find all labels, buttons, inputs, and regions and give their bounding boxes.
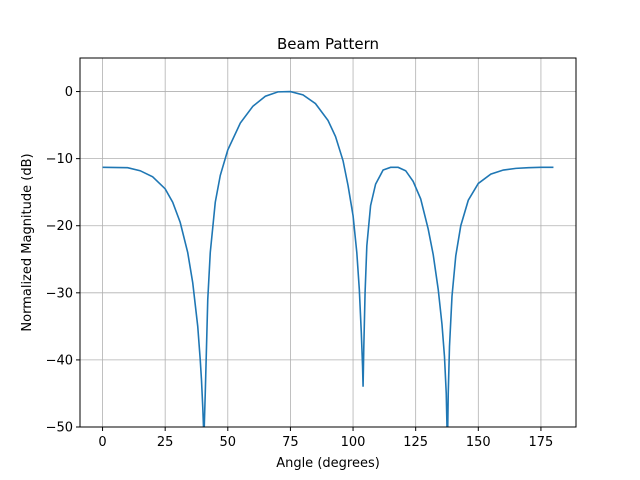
y-axis-ticks: 0 −10 −20 −30 −40 −50 <box>46 85 80 436</box>
x-tick-label: 25 <box>157 435 174 450</box>
x-tick-label: 0 <box>98 435 106 450</box>
x-axis-ticks: 0 25 50 75 100 125 150 175 <box>98 427 553 450</box>
x-tick-label: 100 <box>341 435 366 450</box>
plot-area <box>102 90 554 427</box>
y-tick-label: −50 <box>46 421 73 436</box>
y-tick-label: −40 <box>46 353 73 368</box>
y-tick-label: −30 <box>46 286 73 301</box>
axes-frame <box>79 57 577 428</box>
y-tick-label: −10 <box>46 152 73 167</box>
y-axis-label: Normalized Magnitude (dB) <box>20 153 35 331</box>
x-tick-label: 50 <box>220 435 237 450</box>
chart-title: Beam Pattern <box>277 35 379 53</box>
x-tick-label: 75 <box>282 435 299 450</box>
x-axis-label: Angle (degrees) <box>276 456 380 471</box>
series-line-beam-pattern <box>102 90 554 427</box>
y-tick-label: 0 <box>65 85 73 100</box>
y-tick-label: −20 <box>46 219 73 234</box>
x-tick-label: 175 <box>529 435 554 450</box>
x-tick-label: 150 <box>466 435 491 450</box>
x-tick-label: 125 <box>403 435 428 450</box>
